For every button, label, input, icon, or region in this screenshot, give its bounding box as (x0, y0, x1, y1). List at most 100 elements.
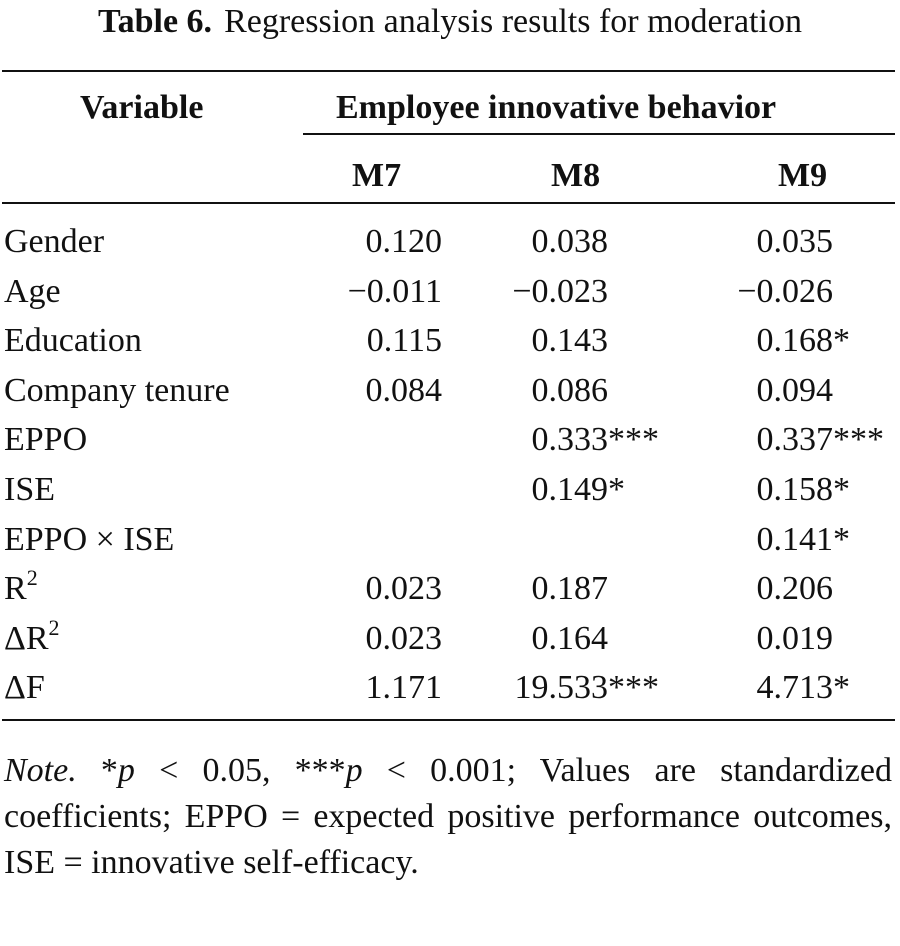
row-label-text: ΔF (4, 669, 45, 707)
cell-m7: 0.023 (318, 565, 443, 613)
note-part: < 0.001; Values are standardized coeffic… (4, 752, 892, 881)
cell-m8: 0.333*** (484, 416, 660, 464)
table-row: EPPO 0.333*** 0.337*** (0, 416, 900, 466)
significance-marker: *** (833, 421, 884, 459)
row-label: R2 (4, 565, 38, 613)
cell-value: 0.187 (531, 570, 609, 608)
table-row: Education 0.115 0.143 0.168* (0, 317, 900, 367)
bottom-rule (2, 719, 895, 721)
cell-m9: −0.026 (709, 268, 833, 316)
cell-value: 0.143 (531, 322, 609, 360)
cell-m7: −0.011 (318, 268, 442, 316)
row-label-superscript: 2 (48, 614, 60, 640)
cell-m7 (318, 516, 442, 564)
table-row: Age −0.011 −0.023 −0.026 (0, 268, 900, 318)
row-label-text: EPPO (4, 421, 88, 459)
cell-m7: 0.120 (318, 218, 443, 266)
cell-m8: 19.533*** (484, 664, 660, 712)
row-label-superscript: 2 (26, 565, 38, 591)
cell-value: 0.164 (531, 619, 609, 657)
row-label: EPPO (4, 416, 87, 464)
cell-m8: 0.149* (484, 466, 626, 514)
cell-m8 (484, 516, 608, 564)
table-row: ΔR2 0.023 0.164 0.019 (0, 615, 900, 665)
cell-m9: 0.168* (709, 317, 851, 365)
cell-m9: 0.206 (709, 565, 834, 613)
variable-column-header: Variable (80, 89, 204, 126)
table-row: ISE 0.149* 0.158* (0, 466, 900, 516)
cell-value: 0.038 (531, 223, 609, 260)
model-header-m8: M8 (551, 157, 601, 194)
cell-m9: 0.094 (709, 367, 834, 415)
significance-marker: *** (608, 421, 659, 459)
cell-m8: 0.086 (484, 367, 609, 415)
note-p-italic: p (345, 752, 363, 789)
row-label-text: Company tenure (4, 371, 230, 409)
group-column-header: Employee innovative behavior (336, 89, 777, 126)
row-label: ISE (4, 466, 55, 514)
note-label: Note. (4, 752, 77, 789)
cell-m8: 0.143 (484, 317, 609, 365)
table-row: Company tenure 0.084 0.086 0.094 (0, 367, 900, 417)
significance-marker: * (608, 470, 625, 508)
cell-value: 1.171 (365, 669, 443, 707)
cell-value: 0.094 (756, 371, 834, 409)
cell-m7 (318, 466, 442, 514)
model-header-m7: M7 (352, 157, 402, 194)
cell-value: −0.011 (347, 272, 442, 310)
table-row: EPPO × ISE 0.141* (0, 516, 900, 566)
table-row: ΔF 1.171 19.533*** 4.713* (0, 664, 900, 714)
row-label: ΔF (4, 664, 45, 712)
table-row: R2 0.023 0.187 0.206 (0, 565, 900, 615)
significance-marker: * (833, 322, 850, 360)
cell-value: 0.023 (365, 619, 443, 657)
row-label: ΔR2 (4, 615, 60, 663)
header-rule (2, 202, 895, 204)
cell-m8: −0.023 (484, 268, 608, 316)
row-label-text: ΔR (4, 619, 49, 657)
cell-value: 0.149 (531, 470, 609, 508)
cell-value: 0.141 (756, 520, 834, 558)
cell-m9: 4.713* (709, 664, 851, 712)
cell-value: 0.333 (531, 421, 609, 459)
cell-m8: 0.038 (484, 218, 609, 266)
cell-value: 0.086 (531, 371, 609, 409)
row-label-text: Education (4, 322, 142, 360)
significance-marker: * (833, 669, 850, 707)
cell-m7: 0.084 (318, 367, 443, 415)
significance-marker: * (833, 470, 850, 508)
cell-m8: 0.187 (484, 565, 609, 613)
top-rule (2, 70, 895, 72)
row-label: Company tenure (4, 367, 230, 415)
cell-value: 0.206 (756, 570, 834, 608)
table-body: Gender 0.120 0.038 0.035 Age −0.011 −0.023 −0.0… (0, 218, 900, 714)
row-label: Gender (4, 218, 104, 266)
row-label: EPPO × ISE (4, 516, 174, 564)
cell-m7: 0.115 (318, 317, 442, 365)
cell-value: 19.533 (514, 669, 609, 707)
cell-value: −0.023 (512, 272, 608, 310)
row-label-text: Gender (4, 223, 105, 260)
cell-value: 0.035 (756, 223, 834, 260)
cell-value: 0.168 (756, 322, 834, 360)
row-label: Education (4, 317, 142, 365)
note-part: < 0.05, *** (134, 752, 346, 789)
note-p-italic: p (117, 752, 135, 789)
group-span-rule (303, 133, 895, 135)
cell-m7: 1.171 (318, 664, 443, 712)
cell-value: 0.158 (756, 470, 834, 508)
cell-m7: 0.023 (318, 615, 443, 663)
cell-value: 0.115 (366, 322, 442, 360)
cell-m9: 0.158* (709, 466, 851, 514)
significance-marker: * (833, 520, 850, 558)
row-label: Age (4, 268, 61, 316)
cell-value: 0.084 (365, 371, 443, 409)
cell-m9: 0.141* (709, 516, 851, 564)
cell-value: 0.120 (365, 223, 443, 260)
cell-m9: 0.035 (709, 218, 834, 266)
cell-m7 (318, 416, 442, 464)
cell-m9: 0.337*** (709, 416, 885, 464)
table-row: Gender 0.120 0.038 0.035 (0, 218, 900, 268)
row-label-text: Age (4, 272, 61, 310)
row-label-text: EPPO × ISE (4, 520, 175, 558)
